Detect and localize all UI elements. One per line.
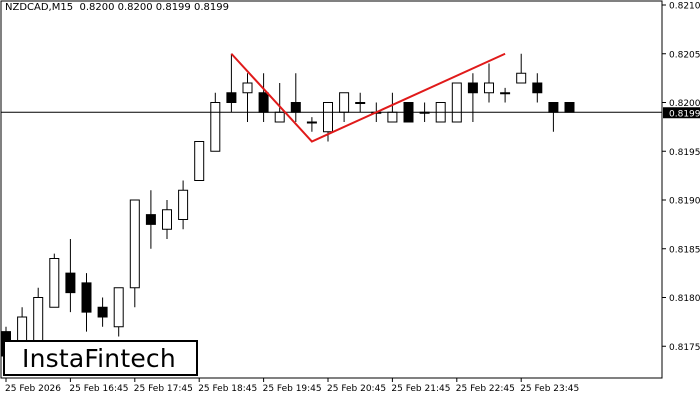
candle [242,73,253,122]
time-tick-label: 25 Feb 20:45 [327,384,386,394]
candle [532,73,543,103]
candle-body [500,92,511,95]
candle-body [81,282,92,313]
candle-body [113,287,124,328]
candle [145,190,156,249]
candle [65,239,76,313]
price-tick-label: 0.8195 [669,148,700,158]
candle-body [451,82,462,123]
candle [97,297,108,327]
candle-body [339,92,350,113]
current-price-tag: 0.8199 [663,107,700,119]
candle [548,102,559,132]
candle-body [145,214,156,225]
double-top-line [230,52,506,143]
candle [355,92,366,113]
candle-body [532,82,543,94]
candle-body [355,102,366,104]
current-price-tag-label: 0.8199 [669,109,700,119]
candle-body [97,306,108,318]
candle [564,102,575,113]
candle-body [323,102,333,133]
brand-logo: InstaFintech [3,340,198,376]
candle-body [242,82,253,94]
candle-body [210,102,221,152]
candle [306,117,317,132]
candle-body [162,209,172,230]
candle-body [290,102,301,113]
double-top-pattern-layer [230,52,506,143]
candle [451,82,462,123]
candle-body [306,121,317,124]
candle-body [564,102,575,113]
time-tick-label: 25 Feb 19:45 [263,384,322,394]
candle-body [484,82,494,94]
candle-body [516,72,527,84]
price-axis: 0.8210 0.8205 0.8200 0.8195 0.8190 0.8185 0.81… [662,2,700,353]
candles-layer [1,53,575,376]
candle [129,199,140,308]
candle-body [548,102,559,113]
price-tick-label: 0.8180 [669,294,700,304]
candle [258,73,269,122]
candle [467,73,478,122]
candle [162,200,172,239]
candle-body [65,272,76,294]
candle [194,141,205,181]
price-tick-label: 0.8205 [669,50,700,60]
candle-body [49,258,60,308]
candle [484,63,494,103]
time-tick-label: 25 Feb 17:45 [134,384,193,394]
ohlc-values: 0.8200 0.8200 0.8199 0.8199 [79,2,229,13]
candle [113,287,124,337]
price-tick-label: 0.8190 [669,197,700,207]
plot-frame [0,0,663,379]
candle [178,180,189,230]
candle-body [226,92,237,103]
candle [500,87,511,103]
candle [81,273,92,332]
candle-body [387,111,398,123]
candle-body [194,141,205,181]
candle [49,253,60,308]
candle-body [467,82,478,94]
candle-body [274,111,285,123]
time-tick-label: 25 Feb 2026 [5,384,61,394]
time-tick-label: 25 Feb 16:45 [69,384,128,394]
time-tick-label: 25 Feb 21:45 [391,384,450,394]
candle-body [178,189,189,220]
chart-header: NZDCAD,M15 0.8200 0.8200 0.8199 0.8199 [5,2,229,13]
brand-logo-text: InstaFintech [22,344,176,373]
candle [339,92,350,122]
candle-body [129,199,140,289]
time-tick-label: 25 Feb 23:45 [520,384,579,394]
candle [290,73,301,122]
candle [210,92,221,152]
price-tick-label: 0.8185 [669,245,700,255]
candle [516,53,527,84]
current-price-tag-background [663,107,700,119]
candle [226,53,237,113]
symbol-label: NZDCAD,M15 [5,2,74,13]
price-tick-label: 0.8210 [669,2,700,12]
price-tick-label: 0.8200 [669,99,700,109]
candle-body [258,92,269,113]
time-tick-label: 25 Feb 22:45 [456,384,515,394]
time-tick-label: 25 Feb 18:45 [198,384,257,394]
price-tick-label: 0.8175 [669,343,700,353]
time-axis: 25 Feb 2026 25 Feb 16:45 25 Feb 17:45 25 Fe… [5,378,579,394]
